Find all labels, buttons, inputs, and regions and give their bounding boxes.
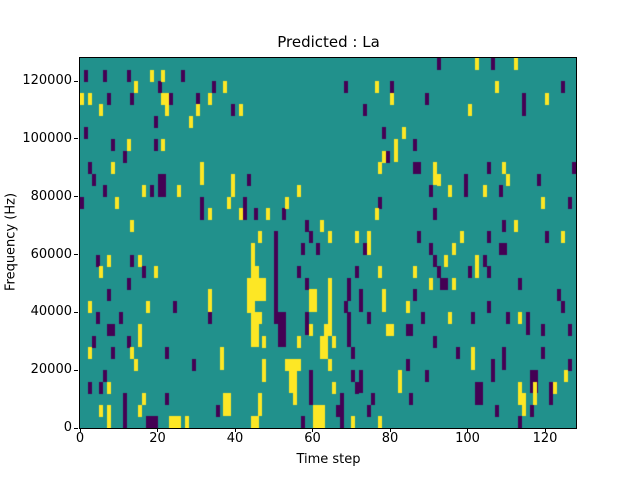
y-tick-label: 80000 <box>30 188 72 204</box>
x-tick-label: 100 <box>455 431 480 446</box>
y-tick-label: 100000 <box>22 130 72 146</box>
x-tick-mark <box>157 428 158 432</box>
y-tick-mark <box>74 80 78 82</box>
y-tick-mark <box>74 254 78 256</box>
y-tick-mark <box>74 427 78 429</box>
y-tick-mark <box>74 311 78 313</box>
y-tick-label: 0 <box>63 420 72 435</box>
x-tick-mark <box>544 428 546 432</box>
x-tick-mark <box>389 428 391 432</box>
y-tick-label: 120000 <box>22 73 72 89</box>
x-tick-label: 40 <box>226 431 244 446</box>
x-tick-mark <box>312 428 313 432</box>
x-tick-label: 120 <box>532 431 558 446</box>
y-tick-label: 40000 <box>30 304 72 320</box>
x-axis-label: Time step <box>296 452 361 467</box>
heatmap-canvas <box>80 58 576 428</box>
x-tick-label: 0 <box>75 431 85 446</box>
y-tick-mark <box>74 369 78 371</box>
y-tick-mark <box>74 138 78 140</box>
y-axis-label: Frequency (Hz) <box>3 192 19 292</box>
y-tick-label: 20000 <box>30 362 72 378</box>
x-tick-mark <box>467 428 468 432</box>
x-tick-label: 60 <box>304 431 321 446</box>
y-tick-label: 60000 <box>30 246 72 262</box>
chart-title: Predicted : La <box>277 33 380 51</box>
x-tick-mark <box>79 428 81 432</box>
x-tick-label: 80 <box>381 431 399 446</box>
x-tick-label: 20 <box>149 431 166 446</box>
plot-area <box>79 57 577 429</box>
y-tick-mark <box>74 196 78 198</box>
x-tick-mark <box>234 428 236 432</box>
